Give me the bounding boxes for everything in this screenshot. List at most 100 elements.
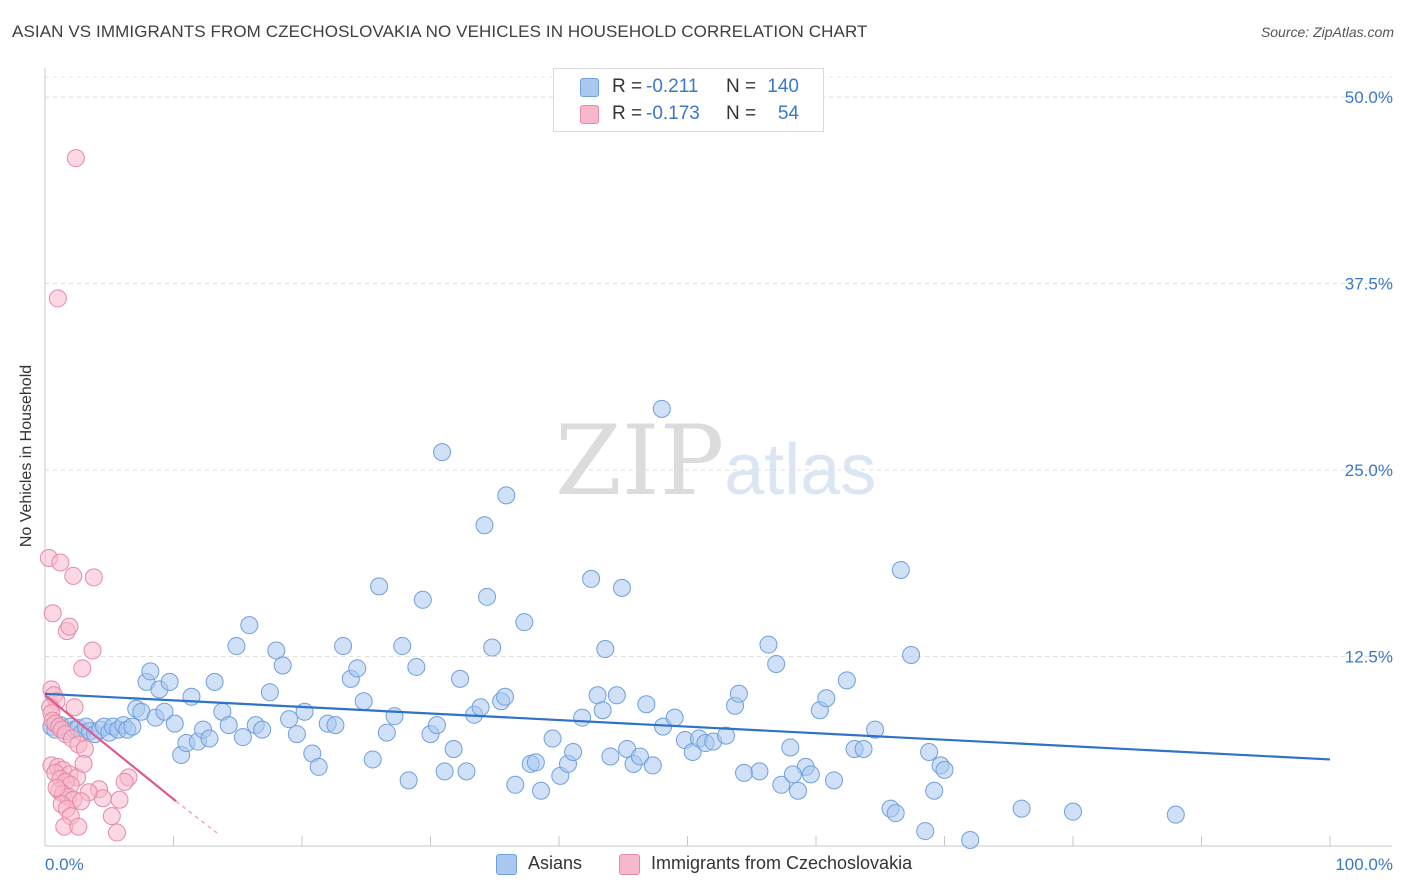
asian-point	[526, 753, 545, 772]
asian-trend-line	[44, 692, 1331, 761]
asian-point	[253, 720, 272, 739]
czech-point	[43, 604, 62, 623]
stats-legend: R = -0.211 N = 140 R = -0.173 N = 54	[553, 68, 824, 132]
czech-point	[51, 553, 70, 572]
czech-point	[102, 807, 121, 826]
asian-point	[334, 637, 353, 656]
asian-point	[478, 587, 497, 606]
legend-r-label: R =	[612, 103, 643, 124]
czech-point	[47, 778, 66, 797]
asian-point	[348, 659, 367, 678]
asian-point	[824, 771, 843, 790]
asian-point	[280, 710, 299, 729]
asian-point	[767, 654, 786, 673]
x-tick-label: 100.0%	[1335, 855, 1393, 874]
asian-point	[200, 729, 219, 748]
asian-point	[370, 577, 389, 596]
asian-point	[588, 686, 607, 705]
asian-point	[413, 590, 432, 609]
legend-n-label: N =	[726, 103, 757, 124]
asian-point	[789, 781, 808, 800]
asian-point	[273, 656, 292, 675]
legend-n-value: 140	[767, 76, 799, 97]
czech-point	[64, 566, 83, 585]
asian-point	[287, 725, 306, 744]
czech-point	[84, 568, 103, 587]
legend-row-czech: R = -0.173 N = 54	[554, 100, 823, 126]
asian-point	[240, 616, 259, 635]
legend-r-label: R =	[612, 76, 643, 97]
czech-point	[73, 659, 92, 678]
czech-point	[65, 698, 84, 717]
czech-point	[60, 617, 79, 636]
asian-point	[399, 771, 418, 790]
asian-point	[160, 672, 179, 691]
asian-point	[854, 740, 873, 759]
asian-point	[427, 716, 446, 735]
asian-point	[729, 684, 748, 703]
asian-point	[260, 683, 279, 702]
asian-point	[643, 756, 662, 775]
asian-point	[363, 750, 382, 769]
asians-legend-swatch	[496, 854, 517, 875]
asian-point	[182, 687, 201, 706]
asian-point	[309, 757, 328, 776]
asian-point	[783, 765, 802, 784]
asian-point	[506, 775, 525, 794]
asian-point	[227, 637, 246, 656]
asian-point	[165, 714, 184, 733]
asian-point	[267, 641, 286, 660]
asian-point	[596, 640, 615, 659]
asian-point	[902, 646, 921, 665]
asian-point	[637, 695, 656, 714]
asian-point	[123, 717, 142, 736]
legend-r-value: -0.211	[646, 76, 699, 97]
asian-point	[935, 760, 954, 779]
czech-swatch	[580, 105, 599, 124]
asian-point	[444, 740, 463, 759]
asian-point	[601, 747, 620, 766]
asian-point	[817, 689, 836, 708]
chart-title: ASIAN VS IMMIGRANTS FROM CZECHOSLOVAKIA …	[12, 22, 868, 41]
asian-point	[837, 671, 856, 690]
asian-point	[612, 578, 631, 597]
asian-point	[205, 672, 224, 691]
czech-point	[48, 289, 67, 308]
czech-point	[110, 790, 129, 809]
asian-point	[801, 765, 820, 784]
asian-point	[652, 399, 671, 418]
legend-n-value: 54	[777, 103, 799, 124]
czech-point	[74, 754, 93, 773]
asian-point	[1012, 799, 1031, 818]
asian-point	[326, 716, 345, 735]
asian-point	[759, 635, 778, 654]
asian-point	[219, 716, 238, 735]
asian-point	[916, 822, 935, 841]
asian-point	[457, 762, 476, 781]
czech-point	[115, 772, 134, 791]
y-tick-label: 37.5%	[1345, 275, 1393, 294]
x-tick-label: 0.0%	[45, 855, 84, 874]
asian-point	[866, 720, 885, 739]
czech-point	[71, 792, 90, 811]
asian-point	[497, 486, 516, 505]
asian-point	[377, 723, 396, 742]
asian-point	[1064, 802, 1082, 821]
czech-point	[107, 823, 126, 842]
czech-point	[69, 817, 88, 836]
asian-point	[920, 742, 939, 761]
watermark: ZIPatlas	[555, 405, 876, 517]
asian-point	[925, 781, 944, 800]
czech-trend-line	[44, 694, 177, 803]
asian-point	[582, 569, 601, 588]
asian-point	[515, 613, 534, 632]
asian-point	[532, 781, 551, 800]
asian-point	[407, 657, 426, 676]
source-label: Source: ZipAtlas.com	[1260, 24, 1394, 40]
legend-n-label: N =	[726, 76, 757, 97]
asian-point	[385, 707, 404, 726]
asian-point	[891, 560, 910, 579]
series-legend: Asians Immigrants from Czechoslovakia	[0, 852, 1406, 878]
asian-point	[1166, 805, 1185, 824]
